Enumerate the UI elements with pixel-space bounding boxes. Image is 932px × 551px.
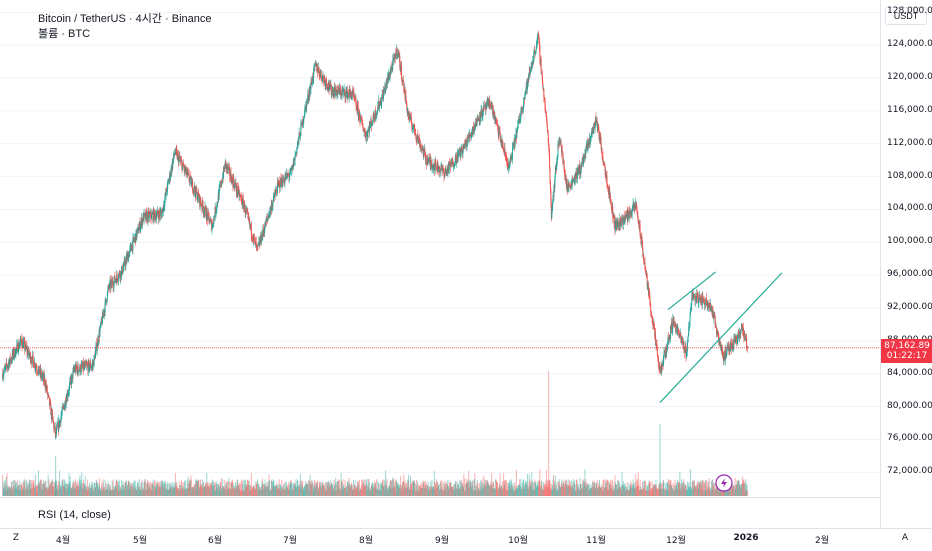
candle-body [314,63,315,67]
candle-body [426,157,427,162]
candle-body [251,225,252,236]
candle-body [52,413,53,417]
candle-body [396,53,397,59]
candle-body [335,91,336,96]
candle-body [657,348,658,356]
candle-body [497,122,498,124]
candle-body [268,217,269,218]
candle-body [401,67,402,80]
candle-body [638,219,639,221]
candle-body [688,336,689,337]
candle-body [632,211,633,215]
candle-body [724,355,725,362]
candle-body [546,119,547,123]
candle-body [569,185,570,186]
candle-body [300,136,301,138]
candle-body [690,309,691,313]
candle-body [39,366,40,374]
candle-body [379,106,380,109]
candle-body [48,394,49,396]
candle-body [556,162,557,170]
candle-body [541,59,542,73]
candle-body [321,70,322,77]
candle-body [547,123,548,130]
candle-body [84,364,85,367]
candle-body [156,212,157,216]
candle-body [64,406,65,410]
candle-body [628,210,629,215]
candle-body [78,365,79,371]
volume-bar [660,424,661,496]
candle-body [644,262,645,269]
candle-body [436,163,437,166]
candles [2,30,748,439]
candle-body [405,95,406,101]
candle-body [687,343,688,352]
candle-body [367,130,368,132]
candle-body [326,84,327,88]
candle-body [72,371,73,379]
candle-body [591,138,592,140]
candle-body [213,217,214,224]
candle-body [81,365,82,371]
candle-body [97,346,98,351]
candle-body [59,421,60,426]
candle-body [705,303,706,305]
candle-body [94,355,95,366]
candle-body [588,140,589,146]
candle-body [138,231,139,233]
candle-body [403,81,404,92]
candle-body [688,326,689,335]
candle-body [367,132,368,137]
candle-body [558,141,559,145]
candle-body [225,161,226,162]
volume-bar [747,491,748,496]
candle-body [191,182,192,186]
candle-body [610,196,611,199]
candle-body [49,396,50,398]
volume-bar [548,371,549,496]
volume-bar [55,456,56,496]
candle-body [637,207,638,211]
candle-body [19,343,20,345]
candle-body [208,214,209,218]
candle-body [490,104,491,108]
candle-body [549,154,550,168]
chart-area[interactable]: Bitcoin / TetherUS · 4시간 · Binance 볼륨 · … [0,0,880,497]
price-chart[interactable] [0,0,880,497]
candle-body [650,304,651,313]
candle-body [602,150,603,155]
candle-body [280,187,281,188]
candle-body [33,360,34,367]
volume-bars [2,371,748,496]
candle-body [295,155,296,160]
candle-body [424,150,425,153]
candle-body [125,260,126,266]
